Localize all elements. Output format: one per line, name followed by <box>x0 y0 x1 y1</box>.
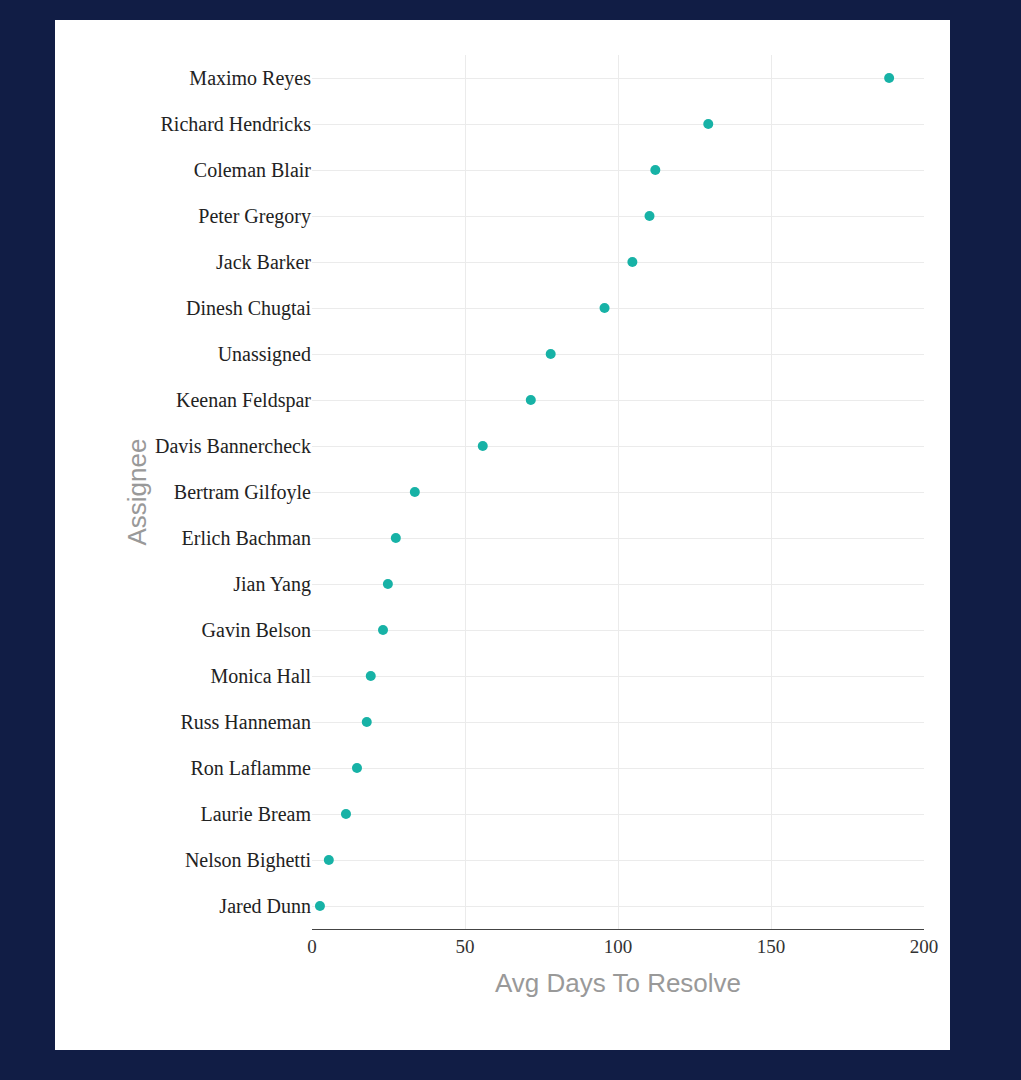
svg-text:50: 50 <box>456 936 475 957</box>
svg-text:Keenan Feldspar: Keenan Feldspar <box>176 389 311 412</box>
svg-text:Dinesh Chugtai: Dinesh Chugtai <box>186 297 311 320</box>
svg-text:0: 0 <box>307 936 317 957</box>
svg-text:100: 100 <box>604 936 633 957</box>
svg-text:Gavin Belson: Gavin Belson <box>202 619 311 641</box>
svg-text:Ron Laflamme: Ron Laflamme <box>190 757 311 779</box>
svg-text:Richard Hendricks: Richard Hendricks <box>160 113 311 135</box>
svg-text:Coleman Blair: Coleman Blair <box>194 159 312 181</box>
svg-text:Jian Yang: Jian Yang <box>233 573 311 596</box>
svg-text:Jared Dunn: Jared Dunn <box>219 895 311 917</box>
svg-text:Unassigned: Unassigned <box>218 343 311 366</box>
svg-text:200: 200 <box>910 936 939 957</box>
svg-text:Maximo Reyes: Maximo Reyes <box>189 67 311 90</box>
svg-text:Russ Hanneman: Russ Hanneman <box>180 711 311 733</box>
svg-text:Avg Days To Resolve: Avg Days To Resolve <box>495 968 741 998</box>
svg-text:Davis Bannercheck: Davis Bannercheck <box>155 435 311 457</box>
svg-text:Nelson Bighetti: Nelson Bighetti <box>185 849 312 872</box>
svg-text:Jack Barker: Jack Barker <box>216 251 311 273</box>
svg-text:Peter Gregory: Peter Gregory <box>198 205 311 228</box>
svg-text:Assignee: Assignee <box>122 439 152 546</box>
svg-text:150: 150 <box>757 936 786 957</box>
svg-text:Monica Hall: Monica Hall <box>210 665 311 687</box>
svg-text:Bertram Gilfoyle: Bertram Gilfoyle <box>174 481 311 504</box>
svg-text:Laurie Bream: Laurie Bream <box>201 803 312 825</box>
svg-text:Erlich Bachman: Erlich Bachman <box>182 527 311 549</box>
